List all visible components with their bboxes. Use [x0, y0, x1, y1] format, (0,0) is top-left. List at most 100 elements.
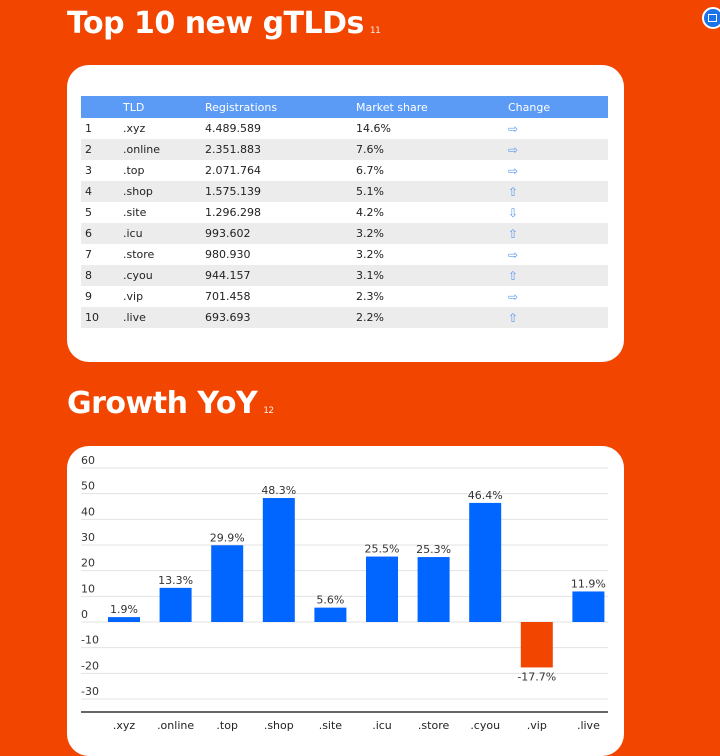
cell-market-share: 4.2% — [356, 206, 384, 219]
cell-market-share: 14.6% — [356, 122, 391, 135]
cell-market-share: 6.7% — [356, 164, 384, 177]
data-label: -17.7% — [517, 670, 556, 683]
cell-tld: .store — [123, 248, 155, 261]
chart-card: 60 50 40 30 20 10 0 -10 -20 -30 1.9% .xyz 13.3% .onli… — [67, 446, 624, 756]
bar — [417, 557, 450, 622]
y-tick-label: -10 — [81, 634, 99, 647]
data-label: 1.9% — [110, 603, 138, 616]
col-change: Change — [504, 96, 608, 118]
y-tick-label: 40 — [81, 505, 95, 518]
x-tick-label: .live — [577, 719, 600, 732]
cell-market-share: 2.3% — [356, 290, 384, 303]
page-title-growth: Growth YoY 12 — [67, 386, 274, 421]
data-label: 29.9% — [210, 531, 245, 544]
y-tick-label: -20 — [81, 659, 99, 672]
cell-tld: .online — [119, 139, 201, 160]
bar — [520, 622, 553, 668]
x-tick-label: .online — [157, 719, 194, 732]
cell-market-share: 3.2% — [356, 248, 384, 261]
change-arrow-icon: ⇩ — [508, 205, 519, 220]
y-tick-label: 0 — [81, 608, 88, 621]
x-tick-label: .store — [418, 719, 450, 732]
cell-registrations: 944.157 — [201, 265, 352, 286]
table-row: 10 .live 693.693 2.2% ⇧ — [81, 307, 608, 328]
table-row: 9 .vip 701.458 2.3% ⇨ — [81, 286, 608, 307]
cell-rank: 5 — [85, 206, 92, 219]
data-label: 46.4% — [468, 489, 503, 502]
cell-rank: 2 — [81, 139, 119, 160]
x-tick-label: .cyou — [470, 719, 500, 732]
bar — [211, 545, 244, 622]
cell-rank: 3 — [85, 164, 92, 177]
cell-registrations: 2.071.764 — [205, 164, 261, 177]
cell-market-share: 7.6% — [352, 139, 504, 160]
y-tick-label: 60 — [81, 454, 95, 467]
table-row: 3 .top 2.071.764 6.7% ⇨ — [81, 160, 608, 181]
table-row: 2 .online 2.351.883 7.6% ⇨ — [81, 139, 608, 160]
cell-registrations: 1.296.298 — [205, 206, 261, 219]
y-tick-label: -30 — [81, 685, 99, 698]
gtld-table: TLD Registrations Market share Change 1.… — [81, 96, 608, 328]
page-title-top10: Top 10 new gTLDs 11 — [67, 6, 381, 41]
x-tick-label: .xyz — [113, 719, 136, 732]
change-arrow-icon: ⇨ — [508, 247, 519, 262]
col-rank — [81, 96, 119, 118]
cell-market-share: 5.1% — [352, 181, 504, 202]
x-tick-label: .site — [319, 719, 343, 732]
footnote-ref: 11 — [369, 26, 381, 36]
data-label: 11.9% — [571, 577, 606, 590]
cell-rank: 6 — [81, 223, 119, 244]
y-tick-label: 10 — [81, 582, 95, 595]
cell-rank: 8 — [81, 265, 119, 286]
cell-rank: 10 — [81, 307, 119, 328]
cell-tld: .vip — [123, 290, 144, 303]
bar — [159, 587, 192, 622]
title-text: Top 10 new gTLDs — [67, 6, 364, 41]
cell-tld: .cyou — [119, 265, 201, 286]
col-tld: TLD — [119, 96, 201, 118]
change-arrow-icon: ⇨ — [508, 289, 519, 304]
cell-rank: 9 — [85, 290, 92, 303]
change-arrow-icon: ⇨ — [508, 163, 519, 178]
change-arrow-icon: ⇧ — [504, 223, 608, 244]
col-registrations: Registrations — [201, 96, 352, 118]
bar — [366, 556, 398, 622]
bar — [314, 607, 347, 622]
change-arrow-icon: ⇧ — [504, 307, 608, 328]
cell-tld: .xyz — [123, 122, 146, 135]
cell-market-share: 3.2% — [352, 223, 504, 244]
y-tick-label: 30 — [81, 531, 95, 544]
cell-tld: .shop — [119, 181, 201, 202]
cell-market-share: 3.1% — [352, 265, 504, 286]
cell-registrations: 2.351.883 — [201, 139, 352, 160]
title-text: Growth YoY — [67, 386, 258, 421]
table-row: 6 .icu 993.602 3.2% ⇧ — [81, 223, 608, 244]
table-header-row: TLD Registrations Market share Change — [81, 96, 608, 118]
x-tick-label: .icu — [372, 719, 392, 732]
change-arrow-icon: ⇨ — [508, 121, 519, 136]
cell-rank: 4 — [81, 181, 119, 202]
table-row: 7 .store 980.930 3.2% ⇨ — [81, 244, 608, 265]
translate-icon[interactable] — [702, 7, 720, 29]
cell-tld: .site — [123, 206, 147, 219]
cell-tld: .top — [123, 164, 145, 177]
cell-tld: .icu — [119, 223, 201, 244]
data-label: 25.3% — [416, 543, 451, 556]
cell-market-share: 2.2% — [352, 307, 504, 328]
change-arrow-icon: ⇧ — [504, 181, 608, 202]
table-row: 5 .site 1.296.298 4.2% ⇩ — [81, 202, 608, 223]
y-tick-label: 20 — [81, 557, 95, 570]
bar — [572, 591, 605, 622]
change-arrow-icon: ⇧ — [504, 265, 608, 286]
x-tick-label: .vip — [527, 719, 547, 732]
data-label: 25.5% — [365, 543, 400, 556]
change-arrow-icon: ⇨ — [504, 139, 608, 160]
bar — [262, 498, 295, 622]
table-row: 1 .xyz 4.489.589 14.6% ⇨ — [81, 118, 608, 139]
table-row: 8 .cyou 944.157 3.1% ⇧ — [81, 265, 608, 286]
cell-registrations: 1.575.139 — [201, 181, 352, 202]
data-label: 48.3% — [261, 484, 296, 497]
cell-registrations: 993.602 — [201, 223, 352, 244]
footnote-ref: 12 — [263, 406, 274, 416]
cell-registrations: 4.489.589 — [205, 122, 261, 135]
